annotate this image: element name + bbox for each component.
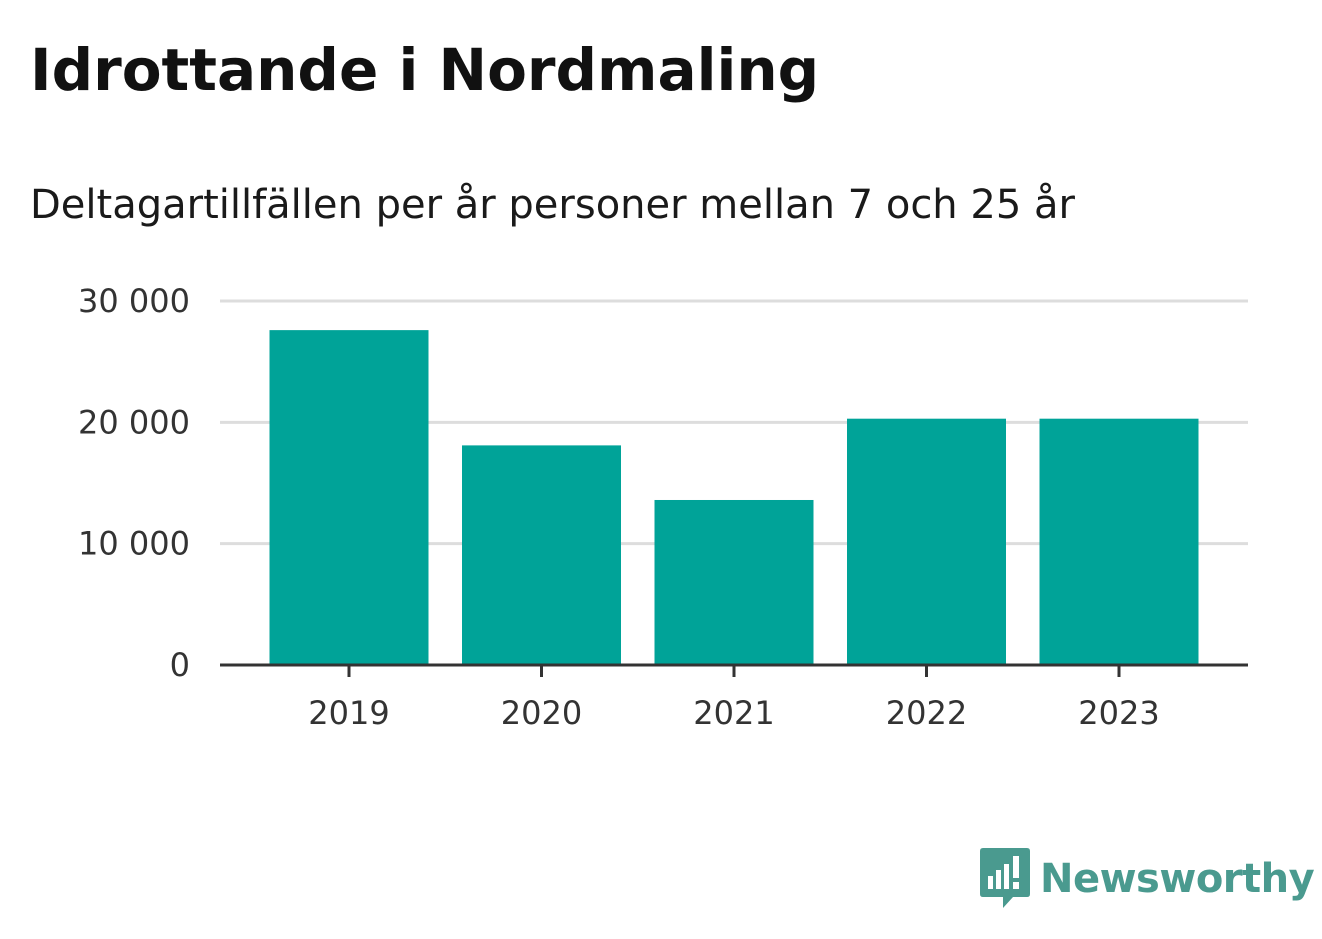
bars: [269, 330, 1199, 665]
bar-2021: [654, 499, 814, 665]
chart-subtitle: Deltagartillfällen per år personer mella…: [30, 182, 1075, 228]
bar-2022: [847, 418, 1006, 665]
x-tick-label-2021: 2021: [693, 694, 774, 732]
x-tick-label-2019: 2019: [308, 694, 389, 732]
x-tick-label-2023: 2023: [1078, 694, 1159, 732]
y-tick-label-10000: 10 000: [78, 525, 190, 563]
x-axis: [220, 663, 1248, 677]
newsworthy-logo-icon: [980, 848, 1030, 908]
bar-2019: [269, 330, 429, 665]
bar-2020: [462, 445, 621, 665]
brand-name: Newsworthy: [1040, 856, 1315, 902]
tick-labels: 0 10 000 20 000 30 000 2019 2020 2021 2022 2023: [78, 282, 1160, 732]
y-tick-label-30000: 30 000: [78, 282, 190, 320]
bar-2023: [1039, 418, 1199, 665]
y-tick-label-0: 0: [170, 646, 190, 684]
brand-logo: Newsworthy: [980, 848, 1315, 910]
chart-title: Idrottande i Nordmaling: [30, 36, 820, 104]
y-tick-label-20000: 20 000: [78, 403, 190, 441]
x-tick-label-2022: 2022: [886, 694, 967, 732]
x-tick-label-2020: 2020: [501, 694, 582, 732]
